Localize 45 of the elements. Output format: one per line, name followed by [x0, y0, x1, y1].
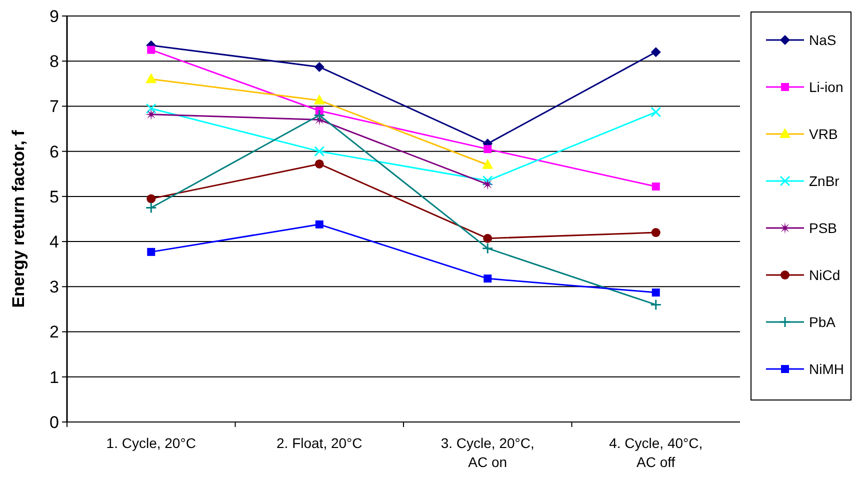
point	[652, 182, 660, 191]
y-tick-label: 2	[50, 322, 59, 342]
point	[482, 175, 493, 186]
point	[314, 159, 324, 168]
point	[315, 220, 324, 228]
x-tick-label: 3. Cycle, 20°C, AC on	[440, 435, 534, 470]
legend-label: NiMH	[809, 360, 844, 377]
x-tick-label: 2. Float, 20°C	[276, 435, 362, 451]
legend-label: PSB	[809, 220, 838, 236]
point	[147, 248, 156, 256]
x-tick-label: 1. Cycle, 20°C	[106, 435, 196, 451]
y-tick-label: 3	[50, 278, 59, 297]
y-tick-label: 9	[50, 6, 59, 26]
legend-label: VRB	[809, 126, 838, 142]
point	[484, 274, 492, 283]
legend-label: Li-ion	[809, 78, 844, 95]
point	[146, 103, 156, 114]
point	[482, 178, 494, 190]
x-tick-label: 4. Cycle, 40°C, AC off	[609, 435, 703, 470]
point	[482, 242, 494, 254]
point	[145, 202, 157, 214]
point	[650, 106, 662, 118]
point	[314, 146, 325, 157]
point	[651, 228, 660, 238]
point	[147, 46, 156, 54]
y-tick-label: 6	[50, 142, 59, 162]
y-tick-label: 8	[50, 52, 59, 72]
point	[314, 109, 326, 121]
y-tick-label: 1	[50, 368, 59, 387]
point	[652, 288, 660, 297]
point	[484, 145, 492, 154]
legend-label: NiCd	[809, 266, 840, 283]
y-axis-title: Energy return factor, f	[9, 130, 28, 308]
y-tick-label: 5	[50, 187, 59, 206]
legend-label: PbA	[809, 314, 836, 330]
point	[483, 234, 492, 243]
y-tick-label: 0	[50, 412, 59, 432]
point	[314, 62, 324, 72]
legend-label: ZnBr	[809, 172, 840, 189]
point	[146, 194, 156, 204]
y-tick-label: 7	[50, 97, 59, 116]
point	[650, 47, 661, 58]
point	[650, 298, 662, 310]
legend-label: NaS	[809, 32, 836, 48]
y-tick-label: 4	[50, 232, 59, 252]
